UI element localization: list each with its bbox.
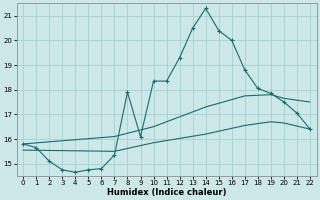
X-axis label: Humidex (Indice chaleur): Humidex (Indice chaleur) — [107, 188, 226, 197]
